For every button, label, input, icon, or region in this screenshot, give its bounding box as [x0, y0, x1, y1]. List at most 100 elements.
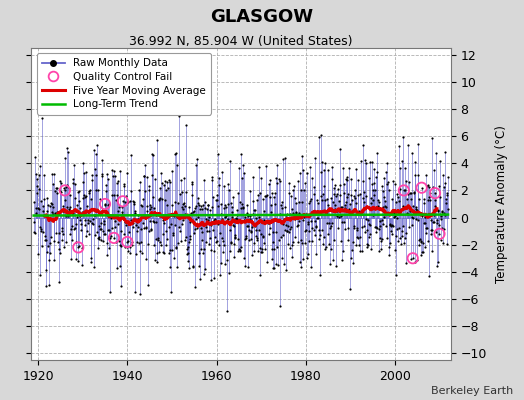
- Point: [75, 188, 83, 194]
- Point: [37, 228, 45, 235]
- Point: [73, 214, 81, 221]
- Point: [138, 196, 147, 203]
- Point: [173, 240, 182, 246]
- Point: [38, 229, 47, 236]
- Point: [193, 195, 202, 202]
- Point: [305, 238, 313, 245]
- Point: [212, 238, 221, 244]
- Point: [235, 246, 243, 253]
- Point: [250, 207, 259, 214]
- Point: [62, 184, 70, 190]
- Point: [244, 264, 252, 270]
- Point: [205, 234, 214, 241]
- Point: [146, 217, 154, 224]
- Point: [282, 221, 291, 228]
- Point: [76, 212, 84, 219]
- Point: [66, 231, 74, 238]
- Point: [222, 213, 231, 219]
- Point: [273, 162, 281, 168]
- Point: [225, 158, 234, 165]
- Point: [80, 222, 89, 228]
- Point: [386, 220, 395, 227]
- Point: [267, 209, 275, 215]
- Point: [285, 228, 293, 235]
- Point: [118, 209, 127, 216]
- Point: [102, 182, 111, 188]
- Point: [372, 224, 380, 230]
- Point: [330, 237, 338, 244]
- Point: [164, 185, 172, 192]
- Point: [282, 212, 290, 218]
- Point: [207, 277, 215, 283]
- Point: [216, 229, 224, 236]
- Point: [232, 215, 241, 222]
- Point: [285, 190, 293, 196]
- Point: [336, 238, 345, 244]
- Point: [247, 228, 256, 235]
- Point: [413, 217, 422, 223]
- Point: [357, 211, 365, 217]
- Point: [86, 258, 95, 265]
- Point: [278, 199, 286, 205]
- Point: [265, 231, 274, 237]
- Point: [281, 155, 289, 161]
- Point: [402, 210, 411, 216]
- Point: [294, 222, 302, 229]
- Point: [414, 241, 423, 248]
- Point: [110, 235, 118, 241]
- Point: [313, 215, 321, 222]
- Point: [201, 266, 209, 272]
- Point: [421, 220, 429, 226]
- Point: [398, 233, 407, 239]
- Point: [96, 226, 105, 232]
- Point: [420, 214, 429, 220]
- Point: [314, 215, 322, 222]
- Point: [77, 221, 85, 227]
- Point: [209, 227, 217, 234]
- Point: [190, 207, 198, 214]
- Point: [52, 209, 61, 215]
- Point: [169, 230, 178, 236]
- Point: [407, 256, 415, 262]
- Point: [405, 224, 413, 230]
- Point: [97, 220, 105, 226]
- Point: [431, 203, 440, 209]
- Point: [331, 202, 339, 209]
- Point: [39, 208, 47, 215]
- Point: [202, 224, 210, 230]
- Point: [110, 192, 118, 199]
- Point: [263, 192, 271, 198]
- Point: [230, 254, 238, 260]
- Point: [82, 233, 90, 239]
- Point: [256, 245, 265, 251]
- Point: [368, 159, 376, 166]
- Point: [110, 235, 118, 241]
- Point: [414, 141, 422, 147]
- Point: [431, 197, 439, 203]
- Point: [246, 216, 254, 222]
- Point: [286, 245, 294, 251]
- Point: [263, 218, 271, 224]
- Point: [339, 248, 347, 254]
- Point: [429, 184, 437, 190]
- Point: [64, 208, 73, 214]
- Point: [409, 214, 417, 221]
- Point: [286, 211, 294, 217]
- Point: [160, 182, 169, 189]
- Point: [253, 196, 261, 203]
- Point: [268, 256, 276, 262]
- Point: [182, 122, 190, 128]
- Point: [51, 210, 59, 216]
- Point: [93, 142, 101, 149]
- Point: [105, 244, 114, 251]
- Point: [442, 200, 450, 206]
- Point: [61, 155, 70, 161]
- Point: [280, 261, 288, 267]
- Point: [151, 219, 160, 225]
- Point: [266, 193, 274, 200]
- Point: [345, 201, 354, 207]
- Point: [60, 196, 69, 203]
- Point: [356, 248, 365, 254]
- Point: [165, 250, 173, 256]
- Point: [191, 226, 199, 233]
